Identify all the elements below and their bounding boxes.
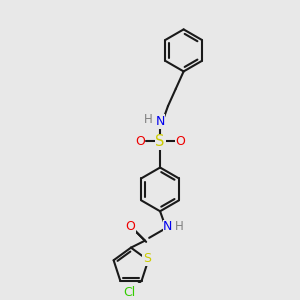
Text: O: O — [125, 220, 135, 232]
Text: O: O — [135, 135, 145, 148]
Text: O: O — [175, 135, 185, 148]
Text: N: N — [155, 115, 165, 128]
Text: N: N — [163, 220, 172, 233]
Text: H: H — [175, 220, 184, 233]
Text: S: S — [155, 134, 165, 149]
Text: H: H — [144, 113, 153, 126]
Text: Cl: Cl — [123, 286, 135, 299]
Text: S: S — [143, 252, 151, 265]
